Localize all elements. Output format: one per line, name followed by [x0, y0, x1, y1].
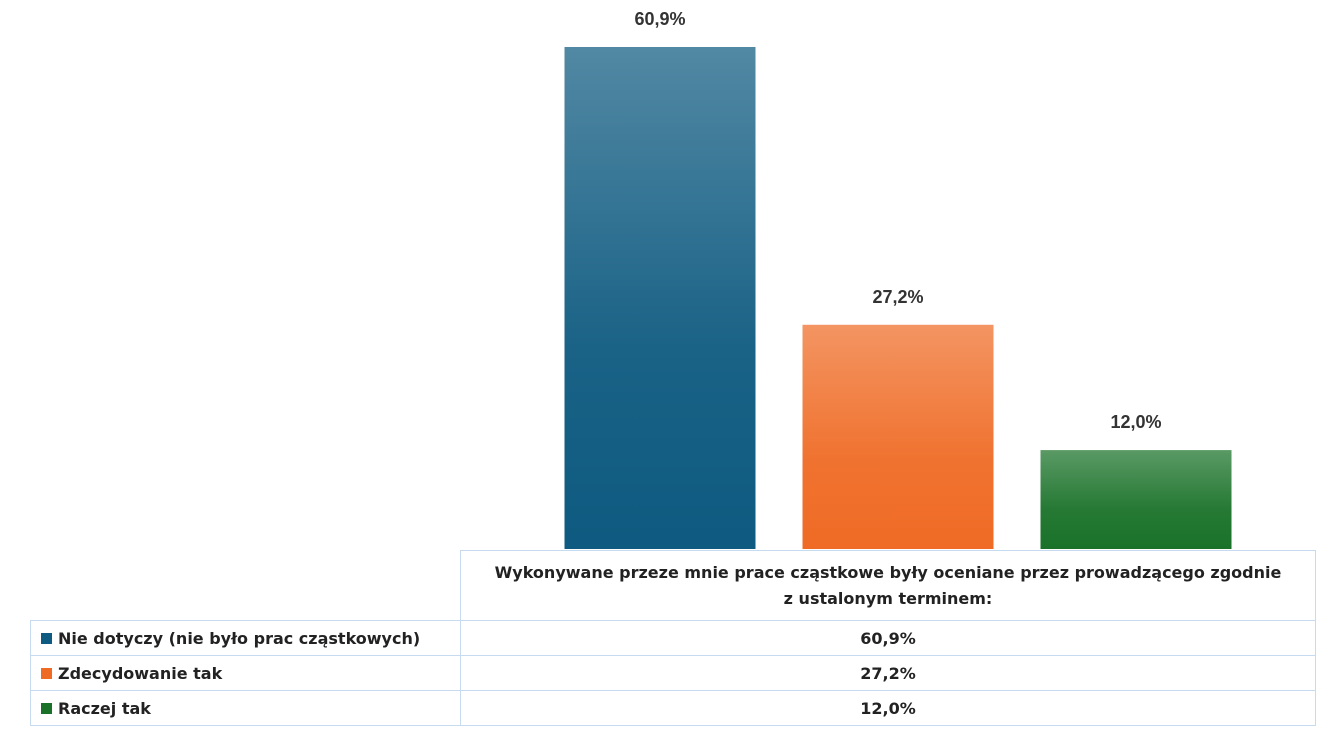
table-value: 60,9% — [460, 620, 1316, 656]
table-value: 27,2% — [460, 655, 1316, 691]
legend-cell: Raczej tak — [30, 690, 461, 726]
legend-cell: Zdecydowanie tak — [30, 655, 461, 691]
legend-key — [41, 702, 52, 714]
legend-cell: Nie dotyczy (nie było prac cząstkowych) — [30, 620, 461, 656]
table-value: 12,0% — [460, 690, 1316, 726]
legend-label: Zdecydowanie tak — [58, 663, 223, 683]
bar — [564, 47, 756, 549]
legend-label: Raczej tak — [58, 698, 151, 718]
bar — [802, 324, 994, 549]
bar — [1040, 450, 1232, 549]
legend-key — [41, 667, 52, 679]
category-cell: Wykonywane przeze mnie prace cząstkowe b… — [460, 550, 1316, 621]
category-label: Wykonywane przeze mnie prace cząstkowe b… — [494, 562, 1282, 608]
legend-key — [41, 632, 52, 644]
data-label: 60,9% — [634, 9, 685, 29]
legend-label: Nie dotyczy (nie było prac cząstkowych) — [58, 628, 421, 648]
data-label: 12,0% — [1110, 412, 1161, 432]
data-label: 27,2% — [872, 287, 923, 307]
